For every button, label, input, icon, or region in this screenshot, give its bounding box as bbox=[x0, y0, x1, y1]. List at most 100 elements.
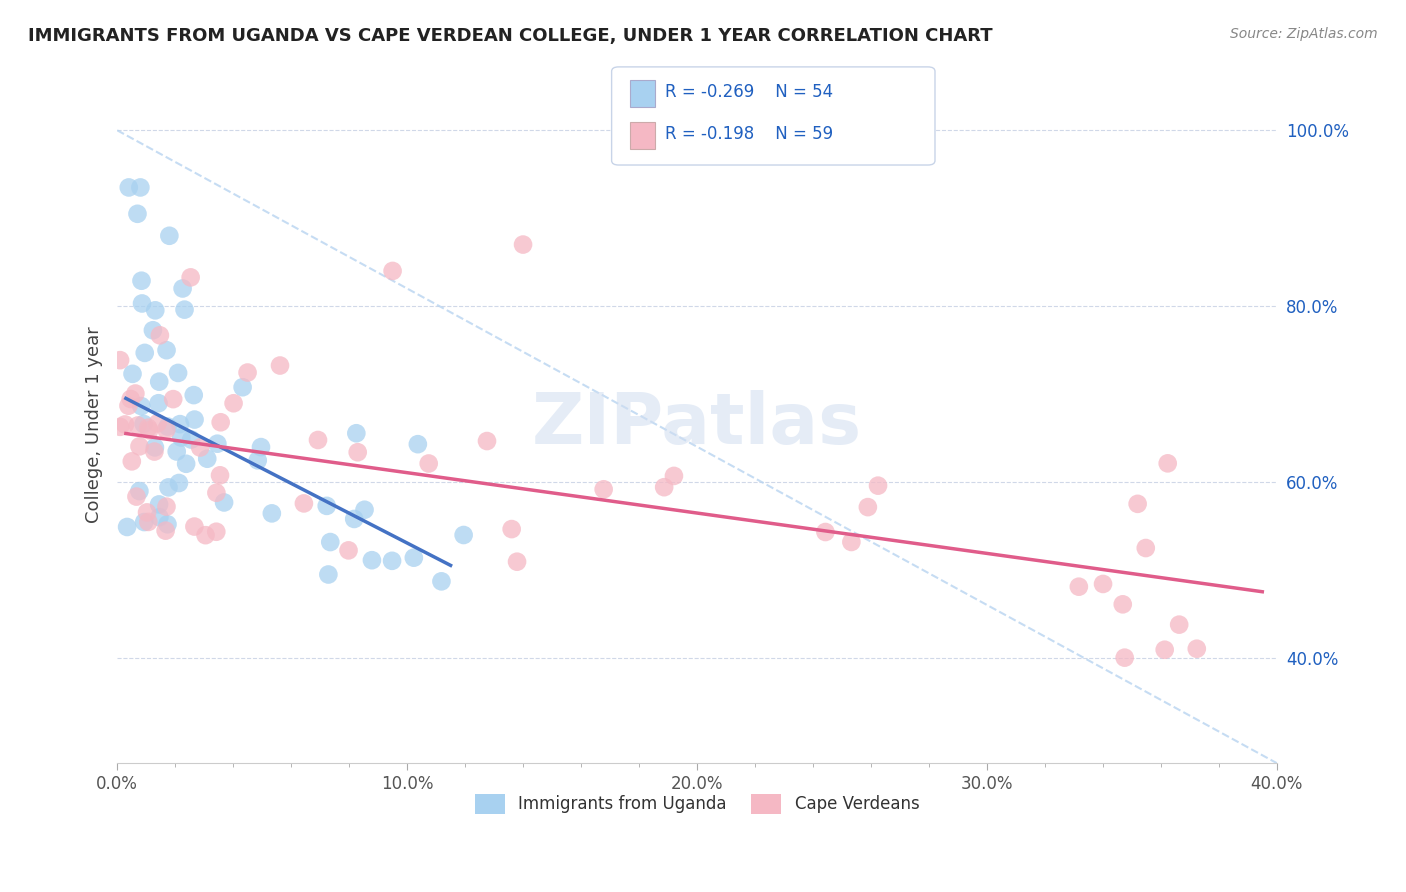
Point bbox=[381, 264, 404, 278]
Point bbox=[120, 392, 142, 406]
Point bbox=[1112, 597, 1135, 611]
Point bbox=[146, 417, 169, 431]
Point bbox=[361, 553, 384, 567]
Point bbox=[108, 420, 131, 434]
Point bbox=[814, 524, 837, 539]
Point bbox=[209, 415, 232, 429]
Point bbox=[307, 433, 329, 447]
Point bbox=[170, 431, 193, 445]
Point bbox=[222, 396, 245, 410]
Point bbox=[1067, 580, 1090, 594]
Point bbox=[1114, 650, 1136, 665]
Point bbox=[344, 426, 367, 441]
Point bbox=[343, 512, 366, 526]
Point bbox=[205, 485, 228, 500]
Text: Source: ZipAtlas.com: Source: ZipAtlas.com bbox=[1230, 27, 1378, 41]
Text: IMMIGRANTS FROM UGANDA VS CAPE VERDEAN COLLEGE, UNDER 1 YEAR CORRELATION CHART: IMMIGRANTS FROM UGANDA VS CAPE VERDEAN C… bbox=[28, 27, 993, 45]
Point bbox=[143, 441, 166, 455]
Point bbox=[114, 417, 136, 432]
Point bbox=[127, 418, 149, 433]
Point bbox=[856, 500, 879, 515]
Point bbox=[346, 445, 368, 459]
Point bbox=[353, 502, 375, 516]
Point bbox=[166, 444, 188, 458]
Point bbox=[169, 417, 191, 431]
Point bbox=[156, 419, 179, 434]
Point bbox=[155, 500, 177, 514]
Point bbox=[246, 453, 269, 467]
Point bbox=[131, 274, 153, 288]
Point bbox=[118, 180, 141, 194]
Point bbox=[162, 392, 184, 406]
Point bbox=[134, 515, 156, 529]
Point bbox=[157, 480, 180, 494]
Point bbox=[148, 375, 170, 389]
Point bbox=[208, 468, 231, 483]
Point bbox=[260, 507, 283, 521]
Point bbox=[167, 366, 190, 380]
Point bbox=[148, 497, 170, 511]
Point bbox=[1153, 642, 1175, 657]
Point bbox=[148, 396, 170, 410]
Point bbox=[1092, 577, 1115, 591]
Point bbox=[1185, 641, 1208, 656]
Point bbox=[188, 441, 211, 455]
Point bbox=[1126, 497, 1149, 511]
Point bbox=[156, 517, 179, 532]
Point bbox=[406, 437, 429, 451]
Point bbox=[124, 386, 146, 401]
Point bbox=[662, 469, 685, 483]
Point bbox=[183, 519, 205, 533]
Point bbox=[155, 423, 177, 437]
Point bbox=[866, 478, 889, 492]
Point bbox=[134, 346, 156, 360]
Point bbox=[157, 228, 180, 243]
Point bbox=[195, 451, 218, 466]
Point bbox=[155, 524, 177, 538]
Point bbox=[501, 522, 523, 536]
Point bbox=[121, 367, 143, 381]
Point bbox=[129, 399, 152, 413]
Point bbox=[174, 457, 197, 471]
Text: ZIPatlas: ZIPatlas bbox=[531, 390, 862, 459]
Point bbox=[149, 328, 172, 343]
Point bbox=[180, 270, 202, 285]
Point bbox=[212, 495, 235, 509]
Point bbox=[1135, 541, 1157, 555]
Point bbox=[108, 353, 131, 368]
Point bbox=[652, 480, 675, 494]
Point bbox=[148, 510, 170, 524]
Point bbox=[138, 423, 160, 437]
Point bbox=[194, 528, 217, 542]
Point bbox=[337, 543, 360, 558]
Point bbox=[128, 439, 150, 453]
Y-axis label: College, Under 1 year: College, Under 1 year bbox=[86, 326, 103, 523]
Point bbox=[131, 296, 153, 310]
Point bbox=[319, 535, 342, 549]
Point bbox=[592, 483, 614, 497]
Point bbox=[180, 433, 202, 447]
Point bbox=[232, 380, 254, 394]
Point bbox=[183, 388, 205, 402]
Point bbox=[138, 515, 160, 529]
Point bbox=[129, 180, 152, 194]
Point bbox=[418, 457, 440, 471]
Point bbox=[269, 359, 291, 373]
Legend: Immigrants from Uganda, Cape Verdeans: Immigrants from Uganda, Cape Verdeans bbox=[467, 786, 928, 822]
Point bbox=[236, 366, 259, 380]
Point bbox=[402, 550, 425, 565]
Point bbox=[121, 454, 143, 468]
Point bbox=[318, 567, 340, 582]
Point bbox=[315, 499, 337, 513]
Point bbox=[506, 555, 529, 569]
Point bbox=[207, 436, 229, 450]
Point bbox=[512, 237, 534, 252]
Text: R = -0.269    N = 54: R = -0.269 N = 54 bbox=[665, 83, 834, 101]
Point bbox=[143, 303, 166, 318]
Point bbox=[117, 399, 139, 413]
Point bbox=[173, 302, 195, 317]
Point bbox=[381, 554, 404, 568]
Point bbox=[125, 490, 148, 504]
Point bbox=[155, 343, 177, 358]
Point bbox=[167, 475, 190, 490]
